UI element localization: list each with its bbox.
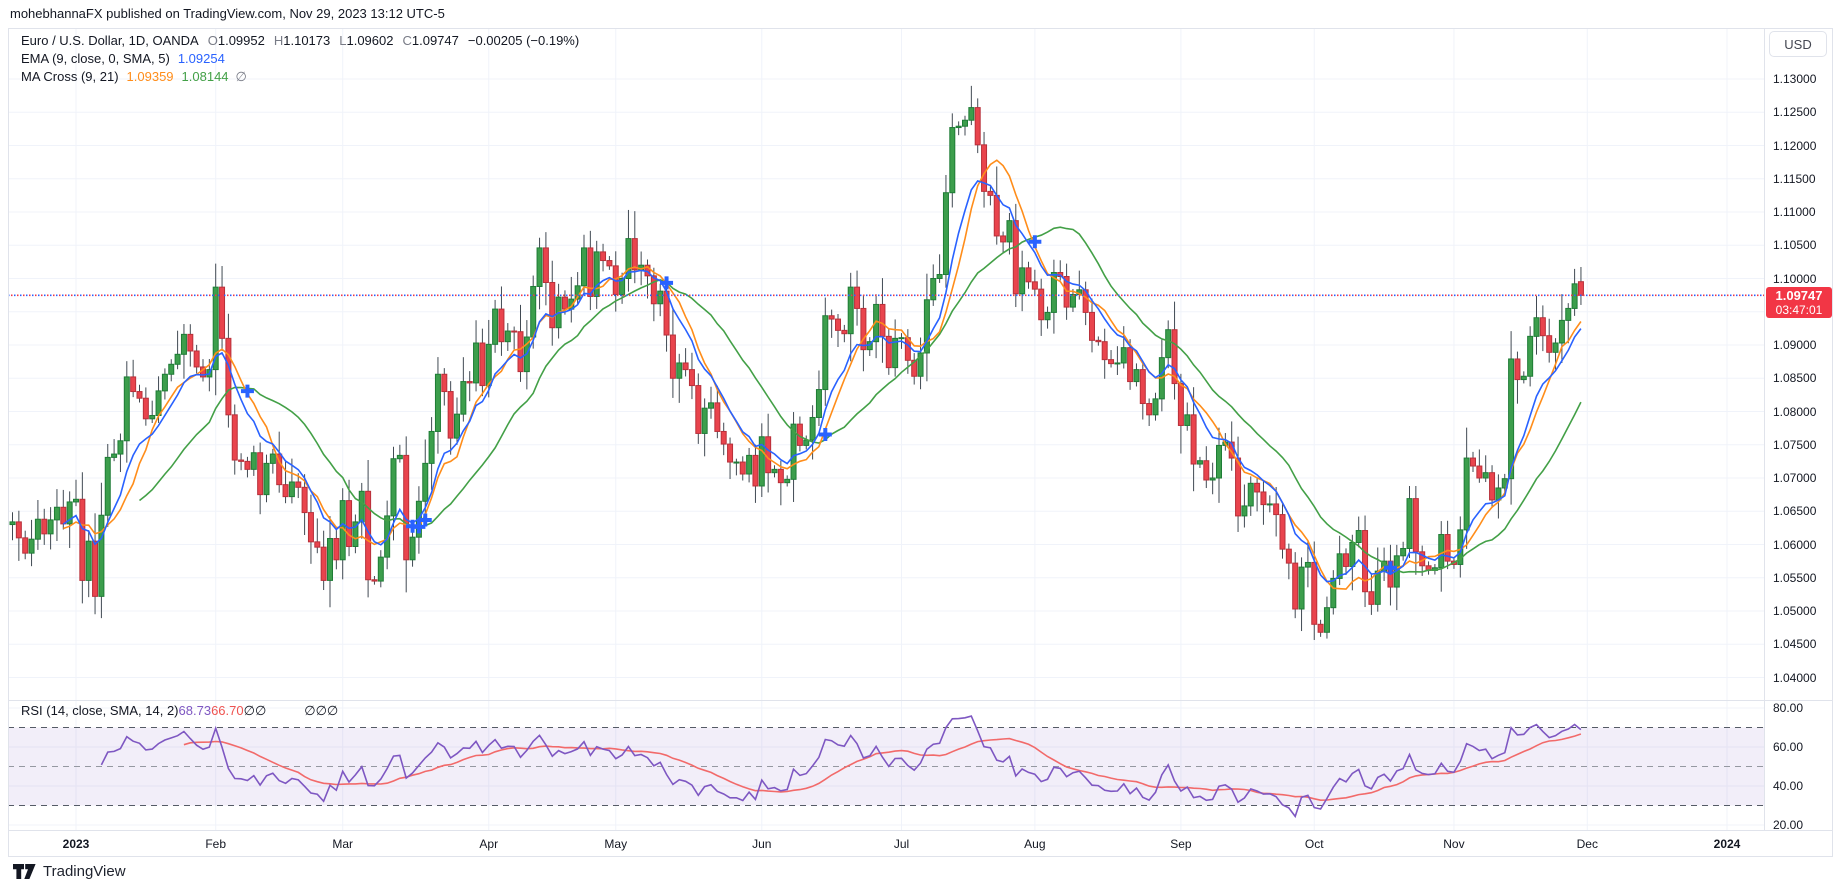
- chart-legend: Euro / U.S. Dollar, 1D, OANDA O1.09952 H1.…: [21, 32, 579, 86]
- price-tick-label: 1.13000: [1773, 72, 1817, 86]
- publish-info: mohebhannaFX published on TradingView.co…: [10, 6, 445, 21]
- hidden-plot-marker: ∅: [326, 703, 339, 718]
- price-axis[interactable]: 1.13000 1.12500 1.12000 1.11500 1.11000 1.105…: [1765, 28, 1835, 832]
- ohlc-key: C: [402, 33, 412, 48]
- time-tick-label: Dec: [1576, 837, 1598, 851]
- symbol-legend-row[interactable]: Euro / U.S. Dollar, 1D, OANDA O1.09952 H1.…: [21, 32, 579, 50]
- price-tick-label: 1.07500: [1773, 437, 1817, 452]
- tradingview-logo-icon: [13, 863, 36, 879]
- rsi-tick-label: 40.00: [1773, 779, 1804, 793]
- price-tick-label: 1.08000: [1773, 404, 1817, 419]
- macross-legend-row[interactable]: MA Cross (9, 21) 1.09359 1.08144 ∅: [21, 68, 579, 86]
- rsi-tick-label: 20.00: [1773, 818, 1804, 832]
- rsi-value: 68.73: [178, 703, 212, 718]
- price-tick-label: 1.10500: [1773, 238, 1817, 253]
- time-tick-label: 2023: [62, 837, 90, 851]
- macross-label: MA Cross (9, 21): [21, 69, 119, 84]
- ohlc-key: H: [273, 33, 284, 48]
- price-tick-label: 1.08500: [1773, 371, 1817, 386]
- ema-label: EMA (9, close, 0, SMA, 5): [21, 51, 170, 66]
- time-tick-label: Jul: [893, 837, 910, 851]
- time-tick-label: Feb: [205, 837, 227, 851]
- tradingview-brand-name: TradingView: [43, 863, 126, 880]
- ma-cross-marker: [418, 513, 432, 527]
- time-tick-label: Apr: [479, 837, 499, 851]
- last-price-value: 1.09747: [1775, 288, 1823, 304]
- ohlc-value: 1.09602: [346, 33, 394, 48]
- price-tick-label: 1.04000: [1773, 670, 1817, 685]
- currency-toggle-button[interactable]: USD: [1769, 31, 1827, 57]
- time-tick-label: Nov: [1443, 837, 1465, 851]
- price-tick-label: 1.10000: [1773, 271, 1817, 286]
- time-tick-label: Mar: [332, 837, 354, 851]
- price-tick-label: 1.12500: [1773, 105, 1817, 120]
- time-tick-label: 2024: [1713, 837, 1741, 851]
- price-tick-label: 1.12000: [1773, 138, 1817, 153]
- last-price-badge[interactable]: 1.09747 03:47:01: [1766, 287, 1832, 319]
- ma-cross-marker: [240, 384, 254, 398]
- ohlc-key: L: [339, 33, 347, 48]
- rsi-value: 66.70: [211, 703, 244, 718]
- ohlc-value: 1.10173: [283, 33, 331, 48]
- ma-cross-marker: [412, 520, 426, 534]
- change-value: −0.00205 (−0.19%): [467, 33, 580, 48]
- ema-legend-row[interactable]: EMA (9, close, 0, SMA, 5) 1.09254: [21, 50, 579, 68]
- price-tick-label: 1.09000: [1773, 338, 1817, 352]
- ma-cross-marker: [1028, 235, 1042, 249]
- bar-countdown: 03:47:01: [1775, 303, 1823, 318]
- time-tick-label: Sep: [1170, 837, 1192, 851]
- rsi-tick-label: 60.00: [1773, 740, 1804, 754]
- price-tick-label: 1.11500: [1773, 171, 1816, 186]
- price-tick-label: 1.06500: [1773, 504, 1817, 519]
- hidden-plot-marker: ∅: [243, 703, 255, 718]
- time-tick-label: Jun: [752, 837, 772, 851]
- hidden-plot-marker: ∅: [235, 69, 247, 84]
- ma-cross-marker: [660, 276, 674, 290]
- price-tick-label: 1.11000: [1773, 205, 1816, 219]
- symbol-title: Euro / U.S. Dollar, 1D, OANDA: [21, 33, 199, 48]
- price-tick-label: 1.07000: [1773, 471, 1817, 485]
- hidden-plot-marker: ∅: [254, 703, 267, 718]
- rsi-label: RSI (14, close, SMA, 14, 2): [21, 703, 179, 718]
- rsi-tick-label: 80.00: [1773, 701, 1804, 715]
- ohlc-value: 1.09747: [411, 33, 459, 48]
- ohlc-key: O: [207, 33, 218, 48]
- time-tick-label: Oct: [1304, 837, 1324, 851]
- price-tick-label: 1.06000: [1773, 537, 1817, 552]
- time-tick-label: May: [604, 837, 628, 851]
- ma-cross-marker: [818, 427, 832, 441]
- time-axis[interactable]: 2023 Feb Mar Apr May Jun Jul Aug Sep Oct Nov Dec 202…: [0, 831, 1835, 857]
- macross-value: 1.08144: [181, 69, 229, 84]
- ma-cross-marker: [1383, 561, 1397, 575]
- hidden-plot-marker: ∅: [304, 703, 316, 718]
- macross-value: 1.09359: [126, 69, 174, 84]
- time-tick-label: Aug: [1024, 837, 1046, 851]
- ema-value: 1.09254: [177, 51, 225, 66]
- hidden-plot-marker: ∅: [315, 703, 327, 718]
- ohlc-value: 1.09952: [217, 33, 265, 48]
- price-tick-label: 1.04500: [1773, 637, 1817, 652]
- rsi-legend-row[interactable]: RSI (14, close, SMA, 14, 2)68.7366.70∅∅ ∅…: [21, 703, 338, 719]
- price-tick-label: 1.05000: [1773, 604, 1817, 618]
- tradingview-brand[interactable]: TradingView: [13, 863, 126, 880]
- price-tick-label: 1.05500: [1773, 570, 1817, 585]
